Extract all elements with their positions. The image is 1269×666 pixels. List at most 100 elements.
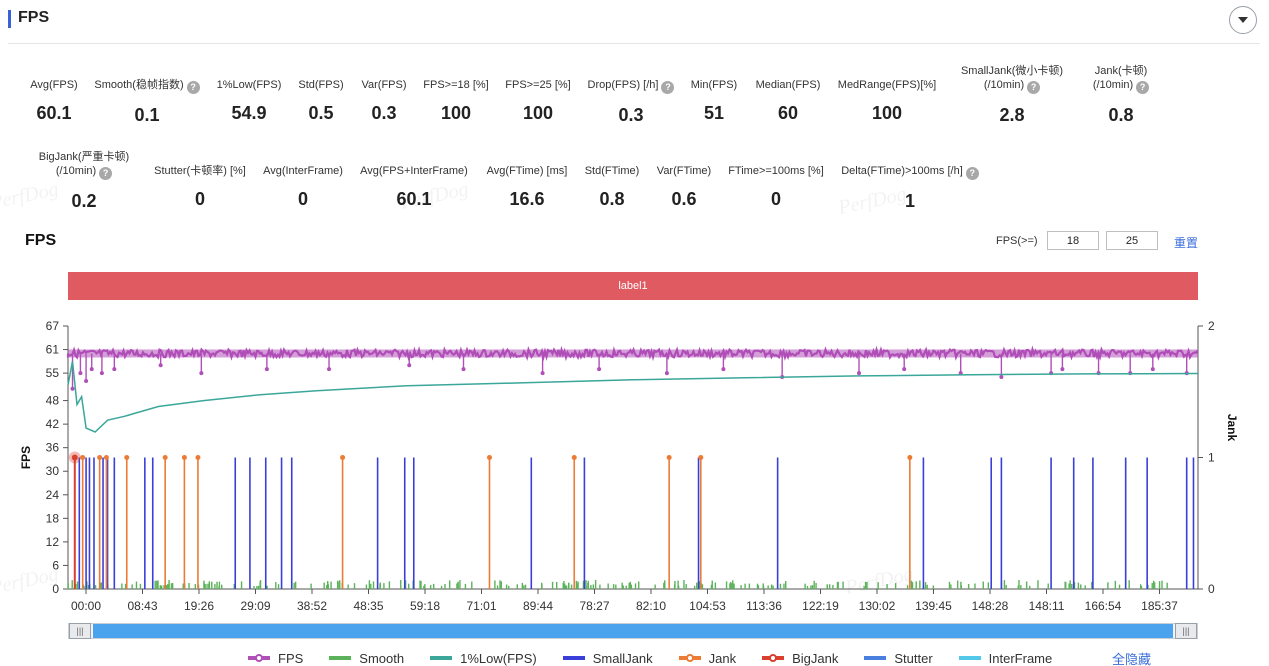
stat-value: 0.2 xyxy=(71,191,97,211)
stat-7: FPS>=25 [%] 100 xyxy=(463,78,613,124)
legend-item-bigjank[interactable]: BigJank xyxy=(762,651,838,666)
stat-value: 100 xyxy=(522,103,554,123)
zoom-slider[interactable]: ||| ||| xyxy=(68,623,1198,639)
jank-point xyxy=(698,455,704,460)
fps-dip-point xyxy=(327,367,332,372)
stat-value: 2.8 xyxy=(999,105,1025,125)
x-tick-label: 38:52 xyxy=(297,599,327,613)
jank-point xyxy=(181,455,187,460)
section-accent-bar xyxy=(8,10,11,28)
zoom-slider-range[interactable] xyxy=(93,624,1173,638)
fps-band xyxy=(68,349,1198,358)
stat-9: Min(FPS) 51 xyxy=(639,78,789,124)
reset-button[interactable]: 重置 xyxy=(1174,236,1199,250)
stat-3: Avg(InterFrame) 0 xyxy=(228,164,378,210)
fps-dip-point xyxy=(89,367,94,372)
stat-label: Jank(卡顿) xyxy=(1094,65,1148,77)
y-tick-label-left: 30 xyxy=(46,464,60,478)
legend-swatch xyxy=(958,656,981,660)
jank-point xyxy=(162,455,168,460)
stat-value: 51 xyxy=(703,103,725,123)
legend-label: BigJank xyxy=(792,650,839,666)
stat-label: SmallJank(微小卡顿) xyxy=(960,65,1064,77)
help-icon[interactable]: ? xyxy=(661,81,675,94)
fps-dip-point xyxy=(664,371,669,376)
legend-item-fps[interactable]: FPS xyxy=(248,651,303,666)
legend-item-stutter[interactable]: Stutter xyxy=(864,651,933,666)
stat-label: Var(FPS) xyxy=(361,79,407,91)
section-header: FPS xyxy=(8,6,1260,44)
fps-dip-point xyxy=(112,367,117,372)
stat-label: BigJank(严重卡顿) xyxy=(38,151,130,163)
help-icon[interactable]: ? xyxy=(1027,81,1041,94)
collapse-button[interactable] xyxy=(1229,6,1257,34)
fps-threshold-low-input[interactable] xyxy=(1047,231,1099,250)
stat-3: 1%Low(FPS) 54.9 xyxy=(174,78,324,124)
stat-value: 16.6 xyxy=(509,189,545,209)
stat-13: Jank(卡顿) (/10min)? 0.8 xyxy=(1046,64,1196,126)
stat-8: Drop(FPS) [/h]? 0.3 xyxy=(556,78,706,126)
stat-value: 0.6 xyxy=(671,189,697,209)
y-tick-label-left: 48 xyxy=(46,394,60,408)
label-band-text: label1 xyxy=(618,280,648,292)
fps-dip-point xyxy=(70,386,75,391)
stat-label: Avg(InterFrame) xyxy=(263,165,343,177)
legend-swatch xyxy=(329,656,352,660)
legend-item-interframe[interactable]: InterFrame xyxy=(958,651,1052,666)
stat-9: Delta(FTime)>100ms [/h]? 1 xyxy=(835,164,985,212)
help-icon[interactable]: ? xyxy=(1136,81,1150,94)
legend-item-smooth[interactable]: Smooth xyxy=(329,651,404,666)
legend-item-jank[interactable]: Jank xyxy=(678,651,736,666)
stat-label: Min(FPS) xyxy=(690,79,738,91)
stat-value: 54.9 xyxy=(231,103,267,123)
stat-label: Delta(FTime)>100ms [/h]? xyxy=(835,164,985,180)
jank-point xyxy=(124,455,130,460)
help-icon[interactable]: ? xyxy=(965,167,979,180)
stat-2: Stutter(卡顿率) [%] 0 xyxy=(125,164,275,210)
x-tick-label: 130:02 xyxy=(859,599,896,613)
x-tick-label: 113:36 xyxy=(746,599,782,613)
stat-label: Avg(FPS+InterFrame) xyxy=(360,165,468,177)
jank-point xyxy=(103,455,109,460)
fps-threshold-label: FPS(>=) xyxy=(996,235,1038,247)
help-icon[interactable]: ? xyxy=(99,167,113,180)
jank-point xyxy=(571,455,577,460)
fps-dip-point xyxy=(99,371,104,376)
stat-2: Smooth(稳帧指数)? 0.1 xyxy=(72,78,222,126)
fps-dip-point xyxy=(264,367,269,372)
x-tick-label: 00:00 xyxy=(71,599,101,613)
legend-item-1-low-fps-[interactable]: 1%Low(FPS) xyxy=(430,651,537,666)
y-tick-label-left: 36 xyxy=(46,441,60,455)
zoom-slider-right-handle[interactable]: ||| xyxy=(1175,623,1197,639)
stat-label: Std(FTime) xyxy=(584,165,640,177)
y-tick-label-left: 18 xyxy=(46,511,60,525)
stat-11: MedRange(FPS)[%] 100 xyxy=(812,78,962,124)
y-axis-label-left: FPS xyxy=(19,446,33,469)
stat-value: 0.5 xyxy=(308,103,334,123)
stat-label: FPS>=25 [%] xyxy=(505,79,571,91)
fps-dip-point xyxy=(461,367,466,372)
hide-all-button[interactable]: 全隐藏 xyxy=(1112,652,1152,666)
legend-swatch xyxy=(430,656,453,660)
stat-label: Median(FPS) xyxy=(755,79,821,91)
help-icon[interactable]: ? xyxy=(186,81,200,94)
zoom-slider-left-handle[interactable]: ||| xyxy=(69,623,91,639)
stat-4: Avg(FPS+InterFrame) 60.1 xyxy=(339,164,489,210)
label-band[interactable]: label1 xyxy=(68,272,1198,300)
legend-label: Smooth xyxy=(359,650,405,666)
x-tick-label: 148:28 xyxy=(972,599,1009,613)
stat-1: BigJank(严重卡顿) (/10min)? 0.2 xyxy=(9,150,159,212)
stat-label: MedRange(FPS)[%] xyxy=(837,79,937,91)
x-tick-label: 185:37 xyxy=(1141,599,1178,613)
x-tick-label: 122:19 xyxy=(802,599,839,613)
bigjank-point xyxy=(71,454,78,461)
fps-dip-point xyxy=(857,371,861,376)
section-title: FPS xyxy=(18,9,50,26)
fps-dip-point xyxy=(158,363,163,368)
fps-threshold-high-input[interactable] xyxy=(1106,231,1158,250)
legend-item-smalljank[interactable]: SmallJank xyxy=(562,651,653,666)
legend-label: FPS xyxy=(278,650,304,666)
y-tick-label-right: 2 xyxy=(1208,319,1215,333)
y-tick-label-left: 0 xyxy=(52,582,59,596)
